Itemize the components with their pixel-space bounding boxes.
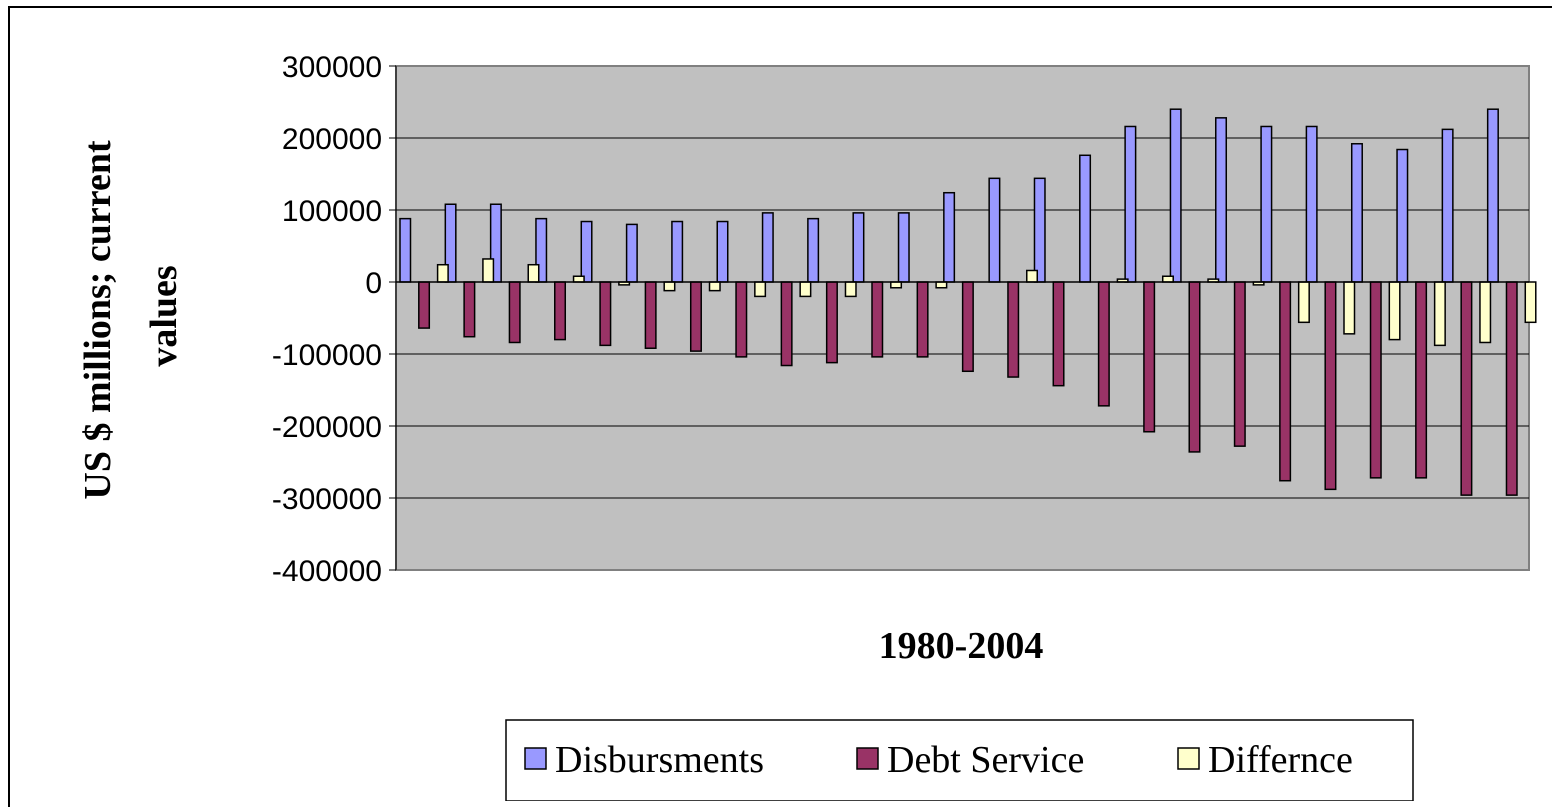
- bar-debt-service: [1279, 281, 1292, 482]
- bar-debt-service: [599, 281, 612, 347]
- y-axis-title-line-2: values: [143, 265, 185, 366]
- bar-debt-service: [1369, 281, 1382, 479]
- bar-disbursments: [1486, 108, 1499, 283]
- bar-differnce: [799, 281, 812, 298]
- bar-disbursments: [1305, 125, 1318, 283]
- y-tick-label: -300000: [272, 483, 382, 516]
- bar-disbursments: [399, 217, 412, 283]
- legend-label: Differnce: [1208, 739, 1353, 781]
- legend-box: [505, 719, 1414, 801]
- bar-disbursments: [1441, 128, 1454, 283]
- bar-debt-service: [1460, 281, 1473, 496]
- legend-label: Debt Service: [887, 739, 1084, 781]
- bar-debt-service: [961, 281, 974, 373]
- bar-debt-service: [1324, 281, 1337, 491]
- bar-disbursments: [716, 220, 729, 283]
- bar-debt-service: [1007, 281, 1020, 378]
- bar-disbursments: [1079, 154, 1092, 283]
- bar-disbursments: [580, 220, 593, 283]
- y-tick-label: 0: [365, 267, 382, 300]
- bar-differnce: [1433, 281, 1446, 347]
- y-tick-label: 300000: [282, 51, 382, 84]
- bar-debt-service: [1233, 281, 1246, 447]
- y-axis-ticks: 300000 200000 100000 0 -100000 -200000 -300000…: [272, 51, 397, 588]
- bar-differnce: [844, 281, 857, 298]
- x-axis-title: 1980-2004: [879, 625, 1044, 667]
- bar-debt-service: [463, 281, 476, 338]
- bar-debt-service: [1188, 281, 1201, 453]
- bar-disbursments: [988, 177, 1001, 283]
- bar-debt-service: [1505, 281, 1518, 496]
- bar-debt-service: [1097, 281, 1110, 407]
- bar-differnce: [572, 275, 585, 283]
- bar-differnce: [1026, 269, 1039, 283]
- bar-disbursments: [943, 191, 956, 283]
- bar-debt-service: [554, 281, 567, 341]
- bar-differnce: [754, 281, 767, 298]
- bar-debt-service: [644, 281, 657, 349]
- legend-swatch: [524, 747, 547, 770]
- bar-disbursments: [1169, 108, 1182, 283]
- bar-debt-service: [780, 281, 793, 367]
- y-tick-label: -200000: [272, 411, 382, 444]
- bar-disbursments: [1350, 143, 1363, 283]
- bar-disbursments: [897, 212, 910, 283]
- y-tick-label: 100000: [282, 195, 382, 228]
- bar-differnce: [1297, 281, 1310, 324]
- bar-differnce: [890, 281, 903, 289]
- bar-disbursments: [1260, 125, 1273, 283]
- bar-differnce: [1388, 281, 1401, 341]
- legend-swatch: [1177, 747, 1200, 770]
- bar-differnce: [1343, 281, 1356, 335]
- bar-differnce: [436, 263, 449, 283]
- bar-debt-service: [916, 281, 929, 358]
- bar-differnce: [663, 281, 676, 292]
- bar-disbursments: [671, 220, 684, 283]
- chart-frame: [8, 6, 1552, 807]
- bar-debt-service: [871, 281, 884, 358]
- bar-debt-service: [1415, 281, 1428, 479]
- bar-differnce: [1161, 275, 1174, 283]
- bar-debt-service: [689, 281, 702, 352]
- bar-differnce: [1479, 281, 1492, 344]
- bar-differnce: [527, 263, 540, 283]
- bar-debt-service: [825, 281, 838, 364]
- y-tick-label: -100000: [272, 339, 382, 372]
- bar-differnce: [708, 281, 721, 292]
- bar-disbursments: [1124, 125, 1137, 283]
- bar-debt-service: [735, 281, 748, 358]
- y-axis-title-line-1: US $ millions; current: [77, 140, 119, 500]
- bar-disbursments: [807, 217, 820, 283]
- bar-disbursments: [1215, 117, 1228, 283]
- legend: Disbursments Debt Service Differnce: [505, 719, 1414, 801]
- legend-swatch: [856, 747, 879, 770]
- bar-debt-service: [1143, 281, 1156, 433]
- bar-debt-service: [508, 281, 521, 344]
- y-tick-label: 200000: [282, 123, 382, 156]
- legend-label: Disbursments: [555, 739, 764, 781]
- bar-disbursments: [852, 212, 865, 283]
- bar-debt-service: [1052, 281, 1065, 387]
- bar-differnce: [482, 258, 495, 283]
- y-tick-label: -400000: [272, 555, 382, 588]
- bar-disbursments: [1033, 177, 1046, 283]
- bar-disbursments: [761, 212, 774, 283]
- bar-disbursments: [625, 223, 638, 283]
- bar-differnce: [1524, 281, 1537, 324]
- bar-debt-service: [418, 281, 431, 329]
- bar-disbursments: [1396, 148, 1409, 283]
- bar-differnce: [935, 281, 948, 289]
